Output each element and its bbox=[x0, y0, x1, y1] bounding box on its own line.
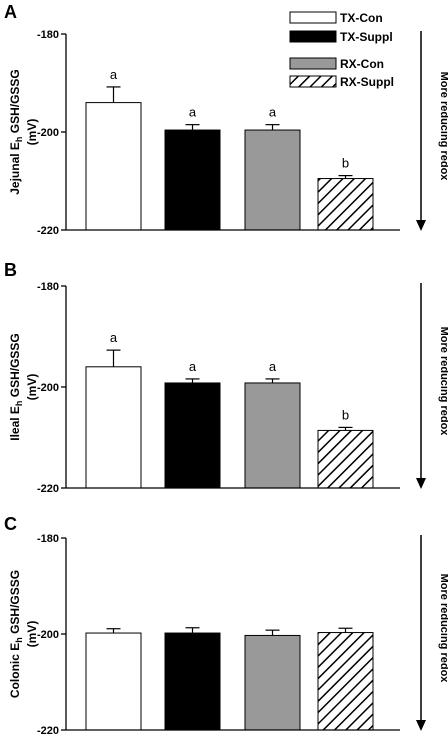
error-bar bbox=[338, 627, 353, 633]
y-tick-label: -220 bbox=[37, 225, 59, 237]
panel-a: Aa a a b -180 -200 -220 Jejunal Eh GSH/GSSG (mV)… bbox=[4, 2, 448, 237]
legend-item-tx-con: TX-Con bbox=[289, 11, 383, 25]
significance-letter: a bbox=[110, 330, 118, 345]
significance-letter: a bbox=[269, 105, 277, 120]
error-bar bbox=[338, 426, 353, 431]
legend-label: TX-Suppl bbox=[340, 30, 393, 44]
bar-tx-con bbox=[85, 102, 142, 231]
redox-arrow bbox=[416, 283, 426, 489]
bar-tx-suppl bbox=[164, 129, 221, 231]
panel-label: C bbox=[4, 514, 17, 534]
y-axis-unit: (mV) bbox=[25, 119, 39, 146]
significance-letter: b bbox=[342, 407, 349, 422]
redox-arrow bbox=[416, 31, 426, 231]
error-bar bbox=[106, 628, 121, 634]
significance-letter: b bbox=[342, 156, 349, 171]
significance-letter: a bbox=[189, 105, 197, 120]
significance-letter: a bbox=[269, 359, 277, 374]
error-bar bbox=[265, 124, 280, 131]
panel-label: B bbox=[4, 260, 17, 280]
error-bar bbox=[185, 627, 200, 634]
legend-item-tx-suppl: TX-Suppl bbox=[289, 30, 393, 44]
bar-rx-con bbox=[244, 129, 301, 231]
arrow-label: More reducing redox bbox=[438, 72, 448, 182]
bar-rx-con bbox=[244, 382, 301, 489]
legend-swatch bbox=[289, 75, 337, 88]
bar-rx-suppl bbox=[317, 178, 374, 231]
bar-tx-con bbox=[85, 632, 142, 731]
error-bar bbox=[338, 175, 353, 179]
error-bar bbox=[265, 378, 280, 383]
y-axis-label: Jejunal Eh GSH/GSSG bbox=[8, 69, 24, 195]
y-axis-label: Colonic Eh GSH/GSSG bbox=[8, 570, 24, 698]
redox-arrow bbox=[416, 535, 426, 731]
panel-label: A bbox=[4, 2, 17, 22]
legend-swatch bbox=[289, 30, 337, 43]
legend-swatch bbox=[289, 57, 337, 70]
bar-rx-suppl bbox=[317, 632, 374, 731]
y-tick-label: -180 bbox=[37, 281, 59, 293]
bar-tx-suppl bbox=[164, 632, 221, 731]
y-tick-label: -220 bbox=[37, 483, 59, 495]
arrow-label: More reducing redox bbox=[438, 327, 448, 437]
legend-label: RX-Con bbox=[340, 57, 384, 71]
legend-swatch bbox=[289, 11, 337, 24]
legend-label: RX-Suppl bbox=[340, 75, 394, 89]
significance-letter: a bbox=[189, 359, 197, 374]
y-axis-unit: (mV) bbox=[25, 374, 39, 401]
significance-letter: a bbox=[110, 67, 118, 82]
y-axis-label: Ileal Eh GSH/GSSG bbox=[8, 333, 24, 441]
panel-c: C -180 -200 -220 Colonic Eh GSH/GSSG (mV) More… bbox=[4, 514, 448, 735]
y-tick-label: -180 bbox=[37, 29, 59, 41]
error-bar bbox=[265, 629, 280, 636]
y-tick-label: -200 bbox=[37, 127, 59, 139]
legend: TX-Con TX-Suppl RX-Con RX-Suppl bbox=[289, 11, 394, 89]
bar-rx-con bbox=[244, 634, 301, 731]
error-bar bbox=[185, 378, 200, 383]
legend-label: TX-Con bbox=[340, 11, 383, 25]
bar-tx-suppl bbox=[164, 382, 221, 489]
arrow-label: More reducing redox bbox=[438, 574, 448, 684]
error-bar bbox=[106, 349, 121, 367]
y-tick-label: -200 bbox=[37, 382, 59, 394]
y-tick-label: -200 bbox=[37, 629, 59, 641]
y-tick-label: -180 bbox=[37, 533, 59, 545]
error-bar bbox=[106, 86, 121, 103]
bar-rx-suppl bbox=[317, 429, 374, 489]
y-tick-label: -220 bbox=[37, 725, 59, 735]
legend-item-rx-con: RX-Con bbox=[289, 57, 384, 71]
bar-tx-con bbox=[85, 366, 142, 489]
y-axis-unit: (mV) bbox=[25, 621, 39, 648]
panel-b: Ba a a b -180 -200 -220 Ileal Eh GSH/GSSG (mV) Mo… bbox=[4, 260, 448, 495]
error-bar bbox=[185, 124, 200, 131]
legend-item-rx-suppl: RX-Suppl bbox=[289, 75, 394, 89]
